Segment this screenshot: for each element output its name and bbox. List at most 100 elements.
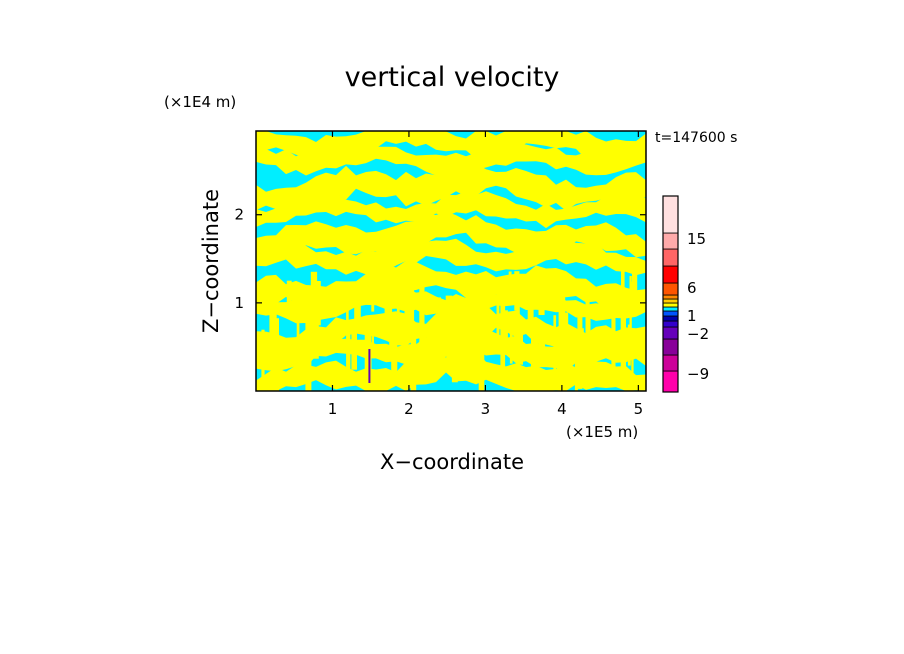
colorbar-level [662, 294, 679, 300]
positive-velocity-streak [410, 323, 417, 391]
positive-velocity-streak [562, 312, 569, 345]
colorbar-level [662, 354, 679, 372]
colorbar-level [662, 282, 679, 296]
x-axis-title: X−coordinate [380, 450, 524, 474]
positive-velocity-streak [346, 327, 351, 378]
positive-velocity-streak [478, 316, 485, 391]
positive-velocity-streak [621, 316, 625, 349]
x-tick-label: 5 [634, 400, 644, 418]
positive-velocity-region [256, 142, 646, 179]
positive-velocity-streak [419, 277, 425, 344]
positive-velocity-streak [296, 283, 300, 365]
positive-velocity-streak [579, 328, 584, 382]
positive-velocity-streak [585, 301, 590, 383]
positive-velocity-streak [517, 326, 523, 365]
positive-velocity-region [256, 131, 646, 162]
colorbar-level [662, 248, 679, 267]
positive-velocity-streak [351, 327, 357, 370]
colorbar-level [662, 195, 679, 234]
positive-velocity-region [256, 260, 646, 315]
plot-frame [255, 130, 647, 392]
positive-velocity-streak [514, 271, 520, 311]
plot-area [255, 130, 647, 392]
positive-velocity-streak [632, 271, 638, 303]
colorbar-frame [662, 195, 679, 393]
x-axis: 1 2 3 4 5 [328, 131, 643, 418]
y-axis-title: Z−coordinate [199, 189, 223, 333]
positive-velocity-streak [538, 326, 545, 355]
positive-velocity-streak [627, 324, 631, 366]
x-tick-label: 1 [328, 400, 338, 418]
velocity-field [256, 131, 646, 391]
positive-velocity-streak [407, 286, 415, 333]
positive-velocity-streak [621, 271, 625, 319]
positive-velocity-streak [574, 330, 578, 391]
colorbar-level [662, 298, 679, 304]
colorbar: −9 −21 6 15 [662, 195, 709, 393]
positive-velocity-streak [389, 277, 393, 351]
positive-velocity-streak [439, 303, 442, 376]
positive-velocity-region [256, 163, 646, 211]
positive-velocity-streak [631, 330, 634, 374]
positive-velocity-streak [371, 330, 374, 357]
x-tick-label: 3 [481, 400, 491, 418]
colorbar-label: 6 [687, 279, 697, 297]
colorbar-label: −9 [687, 365, 709, 383]
positive-velocity-streak [531, 323, 537, 374]
positive-velocity-streak [630, 281, 633, 316]
positive-velocity-streak [305, 289, 313, 345]
colorbar-level [662, 320, 679, 328]
positive-velocity-streak [453, 295, 460, 377]
positive-velocity-streak [404, 276, 408, 338]
positive-velocity-streak [445, 295, 453, 354]
colorbar-level [662, 315, 679, 322]
positive-velocity-streak [629, 276, 632, 359]
positive-velocity-region [256, 191, 646, 229]
colorbar-level [662, 302, 679, 308]
positive-velocity-streak [261, 329, 265, 391]
colorbar-level [662, 232, 679, 250]
positive-velocity-streak [611, 295, 616, 378]
positive-velocity-streak [354, 300, 357, 330]
positive-velocity-streak [391, 313, 398, 378]
positive-velocity-streak [538, 280, 545, 315]
positive-velocity-streak [496, 286, 500, 343]
y-tick-label: 2 [234, 206, 244, 224]
positive-velocity-region [256, 211, 646, 259]
colorbar-level [662, 265, 679, 284]
x-tick-label: 4 [557, 400, 567, 418]
positive-velocity-streak [502, 310, 508, 349]
positive-velocity-streak [286, 280, 292, 313]
positive-velocity-streak [560, 272, 565, 331]
positive-velocity-streak [470, 301, 475, 381]
positive-velocity-streak [509, 323, 513, 364]
positive-velocity-streak [305, 321, 312, 391]
positive-velocity-streak [423, 326, 427, 363]
positive-velocity-streak [384, 301, 390, 333]
positive-velocity-streak [313, 288, 319, 359]
colorbar-label: 1 [687, 307, 697, 325]
colorbar-label: 15 [687, 230, 706, 248]
positive-velocity-streak [411, 287, 414, 354]
positive-velocity-streak [527, 303, 534, 336]
time-label: t=147600 s [655, 130, 737, 146]
x-tick-label: 2 [404, 400, 414, 418]
y-tick-label: 1 [234, 294, 244, 312]
positive-velocity-streak [396, 286, 400, 328]
positive-velocity-streak [364, 326, 372, 391]
positive-velocity-region [256, 236, 646, 276]
positive-velocity-streak [269, 291, 274, 358]
colorbar-level [662, 306, 679, 312]
positive-velocity-streak [508, 271, 512, 298]
chart-title: vertical velocity [345, 62, 560, 93]
colorbar-level [662, 310, 679, 317]
positive-velocity-streak [271, 304, 277, 380]
positive-velocity-streak [371, 278, 375, 312]
strong-downdraft-streak [368, 349, 371, 383]
y-unit-label: (×1E4 m) [164, 93, 236, 111]
positive-velocity-streak [356, 299, 361, 331]
colorbar-level [662, 370, 679, 393]
positive-velocity-streak [276, 318, 279, 391]
positive-velocity-region [256, 347, 646, 391]
